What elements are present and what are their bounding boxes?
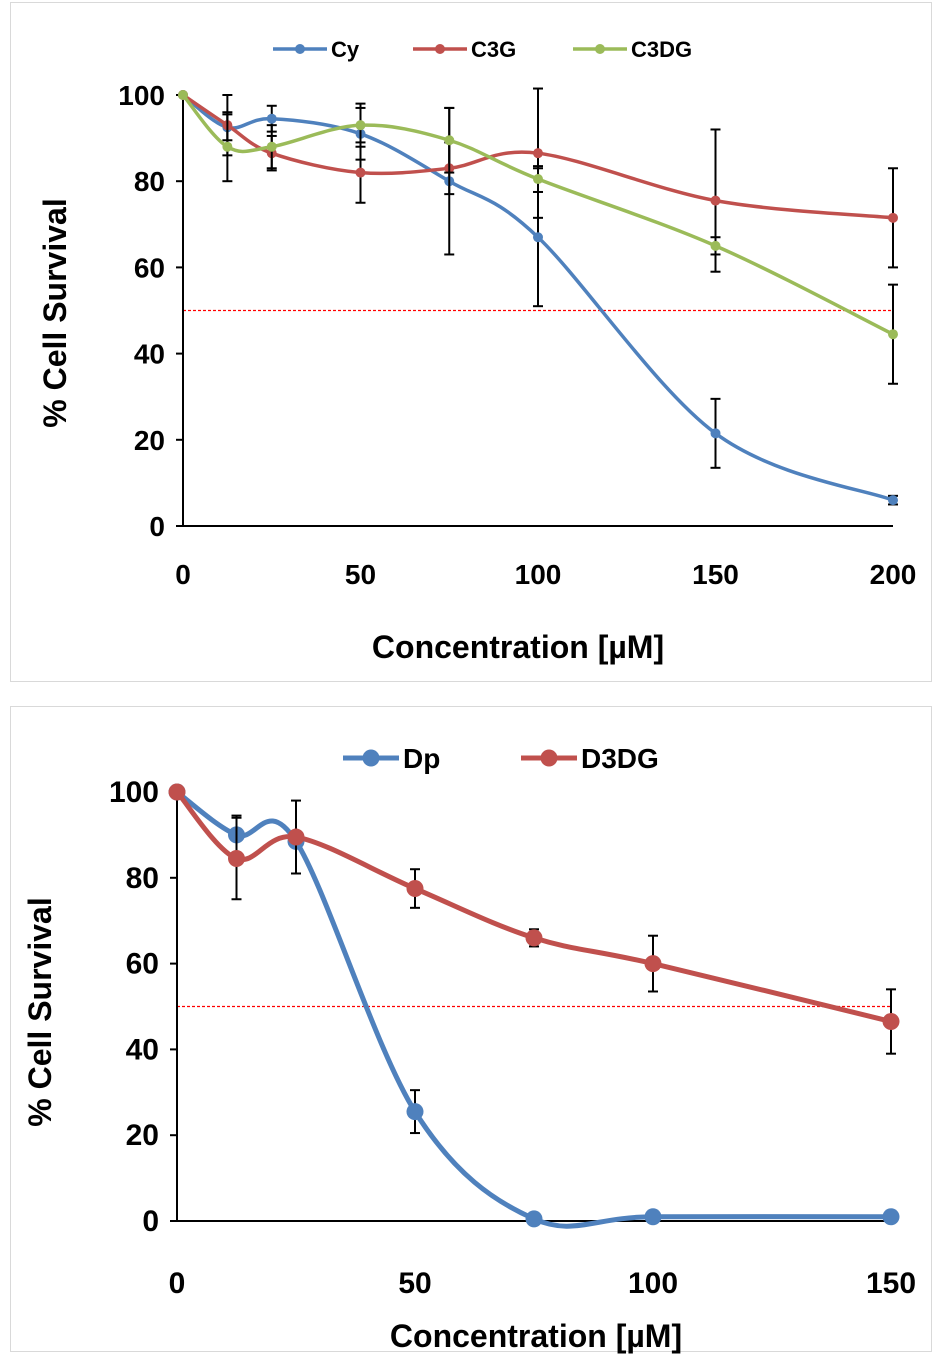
y-tick-label: 40	[126, 1033, 159, 1066]
x-tick-label: 200	[870, 559, 917, 590]
y-tick-label: 80	[134, 166, 165, 197]
x-tick-label: 0	[169, 1267, 186, 1300]
x-axis-label: Concentration [µM]	[372, 629, 664, 665]
data-point-c3dg	[888, 329, 898, 340]
y-tick-label: 100	[118, 80, 165, 111]
data-point-d3dg	[287, 828, 305, 846]
data-point-d3dg	[168, 783, 186, 801]
data-point-c3g	[710, 195, 721, 206]
data-point-dp	[644, 1208, 662, 1226]
data-point-dp	[525, 1210, 543, 1228]
series-line-dp	[174, 789, 894, 1229]
data-point-dp	[882, 1208, 900, 1226]
data-point-c3dg	[710, 240, 721, 251]
data-point-cy	[266, 113, 277, 124]
x-tick-label: 50	[398, 1267, 431, 1300]
x-tick-label: 100	[515, 559, 562, 590]
data-point-c3g	[355, 167, 366, 178]
legend-label-c3dg: C3DG	[631, 37, 692, 62]
y-tick-label: 60	[134, 252, 165, 283]
y-tick-label: 40	[134, 339, 165, 370]
x-axis-label: Concentration [µM]	[390, 1318, 682, 1354]
data-point-d3dg	[882, 1013, 900, 1031]
data-point-dp	[406, 1103, 424, 1121]
data-point-d3dg	[644, 955, 662, 973]
dp-cell-survival-chart: 0 20 40 60 80 100 0 50 100 150 Concentration [µM]%…	[22, 743, 916, 1354]
data-point-d3dg	[525, 929, 543, 947]
y-tick-label: 20	[134, 425, 165, 456]
chart-panel-top: 0 20 40 60 80 100 0 50 100 150 200 Concentration [µ…	[10, 2, 932, 682]
x-tick-label: 50	[345, 559, 376, 590]
data-point-cy	[888, 495, 898, 506]
data-point-c3dg	[444, 135, 455, 146]
data-point-d3dg	[406, 880, 424, 898]
y-tick-label: 0	[142, 1205, 159, 1238]
data-point-c3g	[533, 148, 543, 159]
x-tick-label: 150	[866, 1267, 916, 1300]
legend-label-c3g: C3G	[471, 37, 516, 62]
legend-marker-c3dg	[595, 44, 605, 54]
legend-marker-dp	[362, 749, 380, 767]
y-tick-label: 100	[109, 776, 159, 809]
y-tick-label: 60	[126, 948, 159, 981]
data-point-c3dg	[533, 174, 543, 185]
data-point-cy	[533, 232, 543, 243]
legend-label-d3dg: D3DG	[581, 743, 659, 774]
y-tick-label: 0	[149, 511, 165, 542]
data-point-d3dg	[228, 849, 245, 867]
data-point-c3dg	[222, 141, 233, 152]
y-tick-label: 20	[126, 1119, 159, 1152]
legend-marker-d3dg	[540, 749, 558, 767]
legend-marker-c3g	[435, 44, 445, 54]
x-tick-label: 100	[628, 1267, 678, 1300]
x-tick-label: 0	[175, 559, 191, 590]
data-point-c3dg	[355, 120, 366, 131]
data-point-c3dg	[266, 141, 277, 152]
legend-label-cy: Cy	[331, 37, 360, 62]
chart-panel-bottom: 0 20 40 60 80 100 0 50 100 150 Concentration [µM]%…	[10, 706, 932, 1354]
data-point-cy	[710, 428, 721, 439]
cy-cell-survival-chart: 0 20 40 60 80 100 0 50 100 150 200 Concentration [µ…	[37, 37, 917, 665]
y-axis-label: % Cell Survival	[22, 897, 58, 1126]
legend-label-dp: Dp	[403, 743, 440, 774]
x-tick-label: 150	[692, 559, 739, 590]
y-tick-label: 80	[126, 862, 159, 895]
data-point-c3g	[888, 212, 898, 223]
legend-marker-cy	[295, 44, 305, 54]
y-axis-label: % Cell Survival	[37, 198, 73, 427]
data-point-c3dg	[178, 90, 188, 100]
